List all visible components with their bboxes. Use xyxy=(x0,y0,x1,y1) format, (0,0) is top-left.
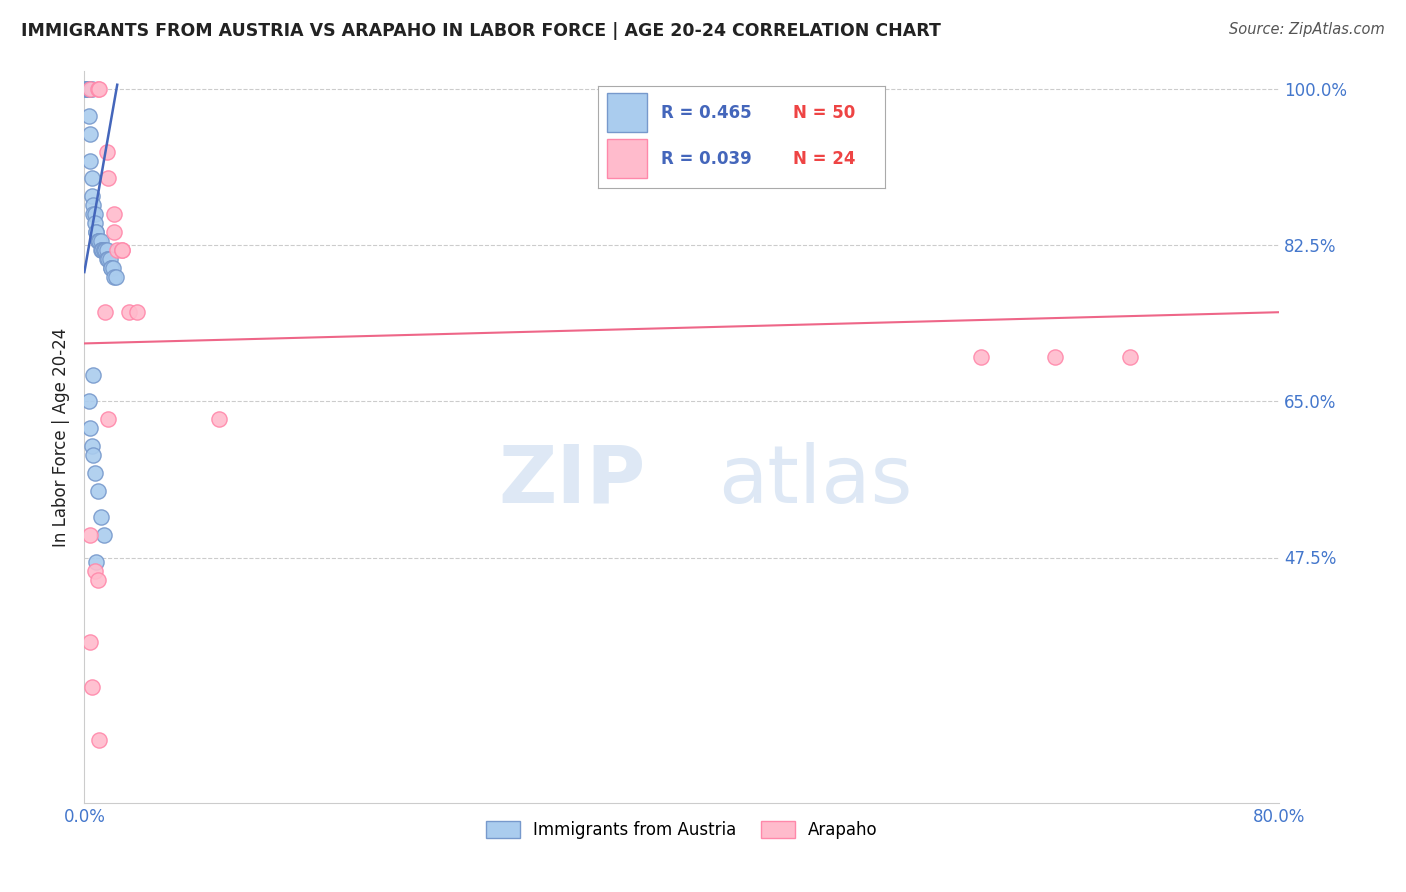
Point xyxy=(75,82,97,96)
Point xyxy=(83,564,105,578)
Point xyxy=(97,252,120,266)
Point xyxy=(77,109,100,123)
Point xyxy=(83,207,105,221)
Point xyxy=(103,225,125,239)
Point xyxy=(103,207,125,221)
Point xyxy=(104,269,127,284)
Point xyxy=(111,243,134,257)
Point xyxy=(76,82,98,96)
Point xyxy=(89,234,111,248)
Point xyxy=(94,305,117,319)
Point xyxy=(80,189,103,203)
Point xyxy=(94,243,117,257)
Point xyxy=(87,234,110,248)
Point xyxy=(125,305,148,319)
Point xyxy=(111,243,134,257)
Point xyxy=(75,82,97,96)
Point xyxy=(82,198,104,212)
Point xyxy=(89,234,111,248)
Point xyxy=(90,510,112,524)
Point xyxy=(79,82,101,96)
Point xyxy=(82,368,104,382)
Point xyxy=(77,82,100,96)
Point xyxy=(83,216,105,230)
Point xyxy=(80,439,103,453)
Point xyxy=(77,82,100,96)
Point xyxy=(93,243,115,257)
Point xyxy=(80,680,103,694)
Point xyxy=(79,127,101,141)
Point xyxy=(79,528,101,542)
Point xyxy=(83,466,105,480)
Text: ZIP: ZIP xyxy=(499,442,647,520)
Point xyxy=(208,412,231,426)
Point xyxy=(97,412,120,426)
Point xyxy=(87,82,110,96)
Point xyxy=(82,448,104,462)
Point xyxy=(87,234,110,248)
Point xyxy=(1119,350,1142,364)
Point xyxy=(98,252,121,266)
Point xyxy=(101,260,124,275)
Point xyxy=(100,260,122,275)
Point xyxy=(118,305,141,319)
Point xyxy=(97,171,120,186)
Point xyxy=(86,225,108,239)
Legend: Immigrants from Austria, Arapaho: Immigrants from Austria, Arapaho xyxy=(479,814,884,846)
Point xyxy=(86,555,108,569)
Point xyxy=(80,171,103,186)
Point xyxy=(79,421,101,435)
Point xyxy=(87,483,110,498)
Point xyxy=(76,82,98,96)
Point xyxy=(93,243,115,257)
Point xyxy=(86,225,108,239)
Point xyxy=(89,82,111,96)
Point xyxy=(79,153,101,168)
Point xyxy=(96,145,118,159)
Point xyxy=(103,269,125,284)
Point xyxy=(93,528,115,542)
Point xyxy=(100,260,122,275)
Point xyxy=(105,243,128,257)
Point xyxy=(1045,350,1067,364)
Point xyxy=(89,733,111,747)
Point xyxy=(87,573,110,587)
Point xyxy=(79,82,101,96)
Point xyxy=(96,252,118,266)
Point xyxy=(77,394,100,409)
Point xyxy=(91,243,114,257)
Point xyxy=(90,234,112,248)
Point xyxy=(970,350,993,364)
Point xyxy=(82,207,104,221)
Text: Source: ZipAtlas.com: Source: ZipAtlas.com xyxy=(1229,22,1385,37)
Point xyxy=(80,82,103,96)
Point xyxy=(90,243,112,257)
Point xyxy=(79,635,101,649)
Text: atlas: atlas xyxy=(718,442,912,520)
Y-axis label: In Labor Force | Age 20-24: In Labor Force | Age 20-24 xyxy=(52,327,70,547)
Point xyxy=(75,82,97,96)
Point xyxy=(91,243,114,257)
Point xyxy=(96,243,118,257)
Text: IMMIGRANTS FROM AUSTRIA VS ARAPAHO IN LABOR FORCE | AGE 20-24 CORRELATION CHART: IMMIGRANTS FROM AUSTRIA VS ARAPAHO IN LA… xyxy=(21,22,941,40)
